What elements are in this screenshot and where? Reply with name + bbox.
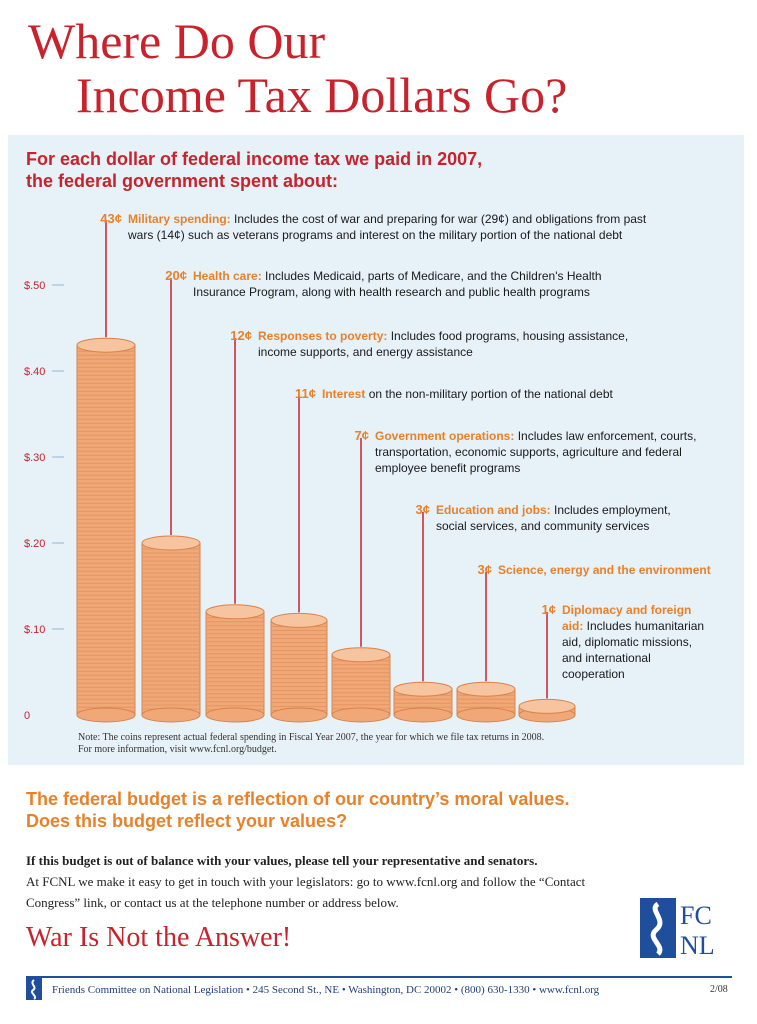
annotation: 20¢ Health care: Includes Medicaid, parts… (165, 268, 613, 300)
amount-label: 12¢ (230, 328, 252, 343)
y-tick-label: $.30 (24, 452, 45, 464)
category-description: on the non-military portion of the natio… (365, 387, 613, 401)
y-tick-label: $.20 (24, 538, 45, 550)
coin-base (270, 707, 328, 723)
coin-top (270, 612, 328, 628)
coin-top (393, 681, 453, 697)
annotation: 43¢ Military spending: Includes the cost … (100, 211, 658, 243)
annotation: 3¢ Science, energy and the environment (478, 562, 738, 578)
question-line-2: Does this budget reflect your values? (26, 811, 348, 831)
y-tick-label: $.10 (24, 624, 45, 636)
bar (270, 619, 328, 716)
subtitle-line-2: the federal government spent about: (26, 171, 339, 191)
category-label: Science, energy and the environment (498, 563, 711, 577)
fcnl-logo: FC NL (640, 898, 715, 958)
category-description: Includes the cost of war and preparing f… (128, 212, 647, 242)
category-label: Interest (322, 387, 366, 401)
coin-stack-bar (205, 604, 265, 723)
title-line-1: Where Do Our (28, 13, 326, 69)
annotation: 1¢ Diplomacy and foreign aid: Includes hu… (542, 602, 712, 682)
question-line-1: The federal budget is a reflection of ou… (26, 789, 570, 809)
category-description: Includes employment, social services, an… (436, 503, 671, 533)
coin-top (518, 698, 576, 714)
category-label: Education and jobs: (436, 503, 551, 517)
footer-divider (26, 976, 732, 978)
chart-subtitle: For each dollar of federal income tax we… (26, 148, 482, 192)
annotation: 7¢ Government operations: Includes law en… (355, 428, 705, 476)
amount-label: 7¢ (354, 428, 369, 443)
coin-base (331, 707, 391, 723)
annotation: 12¢ Responses to poverty: Includes food p… (230, 328, 638, 360)
category-label: Responses to poverty: (258, 329, 388, 343)
coin-chart: 0 $.10 $.20 $.30 $.40 $.50 (24, 221, 576, 723)
category-description: Includes Medicaid, parts of Medicare, an… (193, 269, 602, 299)
note-line-1: Note: The coins represent actual federal… (78, 732, 545, 743)
coin-base (205, 707, 265, 723)
coin-stack-bar (270, 612, 328, 723)
call-to-action-bold: If this budget is out of balance with yo… (26, 853, 538, 868)
amount-label: 3¢ (477, 562, 492, 577)
call-to-action: If this budget is out of balance with yo… (26, 850, 626, 913)
title-line-2: Income Tax Dollars Go? (76, 67, 568, 123)
y-tick-label: $.40 (24, 366, 45, 378)
y-tick-label: 0 (24, 710, 30, 722)
category-label: Military spending: (128, 212, 231, 226)
coin-stack-bar (76, 337, 136, 723)
coin-stack-bar (331, 647, 391, 723)
coin-top (76, 337, 136, 353)
amount-label: 43¢ (100, 211, 122, 226)
category-label: Health care: (193, 269, 262, 283)
footer-date: 2/08 (710, 984, 728, 995)
logo-text-top: FC (680, 901, 712, 930)
values-question: The federal budget is a reflection of ou… (26, 788, 569, 832)
amount-label: 1¢ (541, 602, 556, 617)
amount-label: 3¢ (415, 502, 430, 517)
coin-stack-bar (518, 698, 576, 723)
category-label: Diplomacy and foreign aid: (562, 603, 692, 633)
chart-note: Note: The coins represent actual federal… (78, 732, 544, 756)
category-label: Government operations: (375, 429, 515, 443)
slogan: War Is Not the Answer! (26, 922, 292, 953)
annotation: 11¢ Interest on the non-military portion … (295, 386, 642, 402)
page-title: Where Do Our Income Tax Dollars Go? (28, 14, 567, 122)
coin-base (76, 707, 136, 723)
y-tick-label: $.50 (24, 280, 45, 292)
annotation: 3¢ Education and jobs: Includes employmen… (416, 502, 686, 534)
category-description: Includes law enforcement, courts, transp… (375, 429, 697, 475)
coin-base (456, 707, 516, 723)
category-description: Includes food programs, housing assistan… (258, 329, 629, 359)
amount-label: 11¢ (295, 386, 316, 401)
coin-top (456, 681, 516, 697)
coin-top (205, 604, 265, 620)
coin-stack-bar (456, 681, 516, 723)
footer-address: Friends Committee on National Legislatio… (52, 984, 600, 996)
note-line-2: For more information, visit www.fcnl.org… (78, 744, 277, 755)
coin-top (331, 647, 391, 663)
category-description: Includes humanitarian aid, diplomatic mi… (562, 619, 705, 681)
subtitle-line-1: For each dollar of federal income tax we… (26, 149, 483, 169)
amount-label: 20¢ (165, 268, 187, 283)
coin-base (141, 707, 201, 723)
call-to-action-text: At FCNL we make it easy to get in touch … (26, 874, 586, 910)
logo-text-bottom: NL (680, 931, 715, 958)
fcnl-mini-logo (26, 978, 42, 1000)
coin-top (141, 535, 201, 551)
coin-stack-bar (141, 535, 201, 723)
coin-stack-bar (393, 681, 453, 723)
coin-base (393, 707, 453, 723)
bar (205, 611, 265, 716)
